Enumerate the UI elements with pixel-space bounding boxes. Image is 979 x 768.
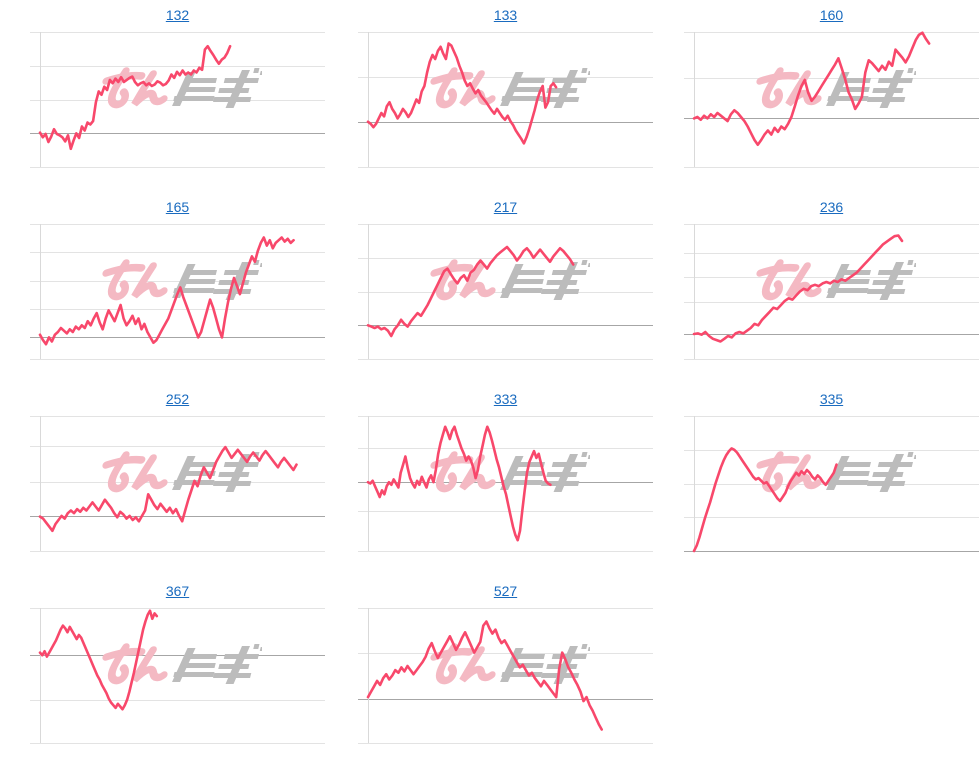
series-line (38, 445, 298, 533)
chart-link-236[interactable]: 236 (819, 199, 844, 215)
sparkline-chart-133 (358, 32, 653, 168)
sparkline-chart-132 (30, 32, 325, 168)
series-line (366, 620, 603, 731)
sparkline-chart-217 (358, 224, 653, 360)
sparkline-chart-333 (358, 416, 653, 552)
series-line (366, 42, 558, 145)
series-line (692, 31, 931, 146)
watermark-logo (754, 68, 920, 108)
chart-cell-333: 333 (358, 384, 653, 576)
watermark-logo (754, 260, 920, 300)
series-line (38, 236, 295, 346)
series-line (38, 609, 159, 711)
sparkline-chart-160 (684, 31, 979, 168)
watermark-logo (100, 452, 266, 492)
sparkline-chart-527 (358, 608, 653, 744)
series-line (366, 425, 552, 542)
watermark-logo (100, 644, 266, 684)
chart-cell-252: 252 (30, 384, 325, 576)
chart-link-160[interactable]: 160 (819, 7, 844, 23)
chart-cell-217: 217 (358, 192, 653, 384)
series-line (366, 245, 575, 338)
chart-cell-335: 335 (684, 384, 979, 576)
watermark-logo (754, 452, 920, 492)
chart-cell-165: 165 (30, 192, 325, 384)
chart-link-217[interactable]: 217 (493, 199, 518, 215)
watermark-logo (428, 68, 594, 108)
chart-link-527[interactable]: 527 (493, 583, 518, 599)
chart-link-165[interactable]: 165 (165, 199, 190, 215)
chart-link-335[interactable]: 335 (819, 391, 844, 407)
chart-link-367[interactable]: 367 (165, 583, 190, 599)
sparkline-chart-367 (30, 608, 325, 744)
sparkline-chart-165 (30, 224, 325, 360)
sparkline-chart-236 (684, 224, 979, 360)
watermark-logo (100, 68, 266, 108)
chart-cell-236: 236 (684, 192, 979, 384)
chart-link-333[interactable]: 333 (493, 391, 518, 407)
chart-link-132[interactable]: 132 (165, 7, 190, 23)
sparkline-chart-252 (30, 416, 325, 552)
watermark-logo (428, 452, 594, 492)
series-line (38, 44, 232, 151)
chart-cell-160: 160 (684, 0, 979, 192)
chart-link-252[interactable]: 252 (165, 391, 190, 407)
sparkline-chart-335 (684, 416, 979, 553)
watermark-logo (428, 260, 594, 300)
chart-cell-527: 527 (358, 576, 653, 768)
chart-cell-367: 367 (30, 576, 325, 768)
chart-link-133[interactable]: 133 (493, 7, 518, 23)
series-line (692, 447, 838, 553)
series-line (692, 234, 904, 343)
chart-cell-133: 133 (358, 0, 653, 192)
chart-cell-132: 132 (30, 0, 325, 192)
